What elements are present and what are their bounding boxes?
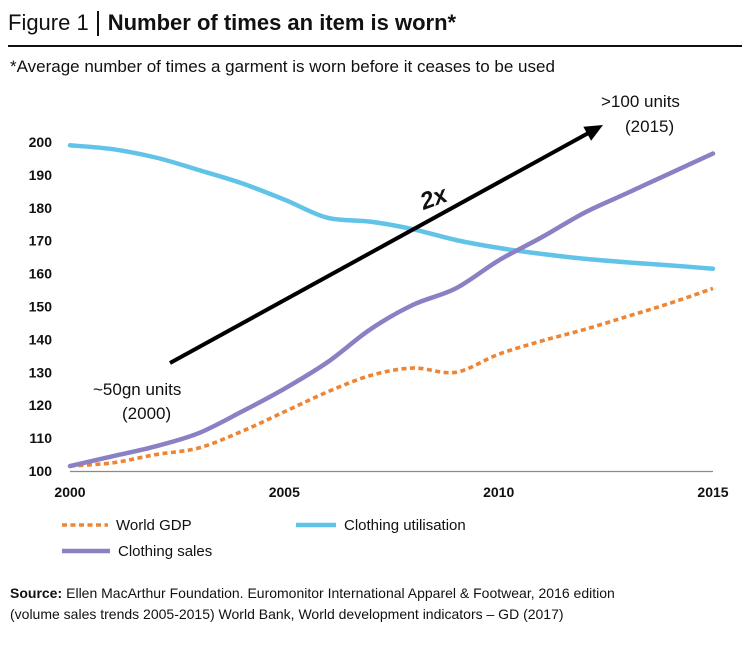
source-label: Source:	[10, 585, 63, 601]
series-line-clothing-sales	[67, 151, 716, 469]
source-text-1: Ellen MacArthur Foundation. Euromonitor …	[66, 585, 615, 601]
x-tick-label: 2010	[483, 484, 514, 500]
source-line-1: Source: Ellen MacArthur Foundation. Eurom…	[10, 583, 615, 604]
legend-label-world-gdp: World GDP	[116, 517, 192, 534]
x-tick-label: 2015	[697, 484, 728, 500]
annotation-start-year: (2000)	[122, 404, 171, 423]
x-tick-label: 2005	[269, 484, 300, 500]
figure-label: Figure 1	[8, 10, 89, 35]
source-line-2: (volume sales trends 2005-2015) World Ba…	[10, 606, 564, 622]
annotations: >100 units (2015) 2x ~50gn units (2000)	[93, 92, 680, 423]
annotation-end-value: >100 units	[601, 92, 680, 111]
legend-label-clothing-sales: Clothing sales	[118, 543, 212, 560]
header-rule	[8, 45, 742, 47]
growth-arrow	[169, 125, 603, 365]
legend-item-world-gdp: World GDP	[62, 517, 192, 534]
title-divider	[96, 10, 99, 36]
tick-labels: 100 110 120 130 140 150 160 170 180 190 200 2000 200…	[29, 134, 729, 500]
annotation-end-year: (2015)	[625, 117, 674, 136]
growth-arrow-shaft	[169, 131, 589, 365]
y-tick-label: 180	[29, 200, 53, 216]
legend-label-clothing-utilisation: Clothing utilisation	[344, 517, 466, 534]
y-tick-label: 190	[29, 167, 53, 183]
figure-header: Figure 1 Number of times an item is worn…	[8, 8, 456, 38]
y-tick-label: 100	[29, 463, 53, 479]
legend-item-clothing-sales: Clothing sales	[62, 543, 212, 560]
y-tick-label: 200	[29, 134, 53, 150]
y-tick-label: 140	[29, 331, 53, 347]
y-tick-label: 110	[29, 430, 52, 446]
annotation-start-value: ~50gn units	[93, 380, 181, 399]
chart-title: Number of times an item is worn*	[107, 10, 457, 35]
series-line-world-gdp	[69, 286, 714, 468]
legend-item-clothing-utilisation: Clothing utilisation	[296, 517, 466, 534]
series-line-clothing-utilisation	[67, 143, 716, 271]
source-note: Source: Ellen MacArthur Foundation. Eurom…	[10, 583, 615, 625]
x-tick-label: 2000	[54, 484, 85, 500]
series-layer	[67, 143, 716, 469]
y-tick-label: 160	[29, 266, 53, 282]
y-tick-label: 150	[29, 299, 53, 315]
y-tick-label: 170	[29, 233, 53, 249]
y-tick-label: 120	[29, 397, 53, 413]
growth-arrow-head	[583, 125, 603, 141]
y-tick-label: 130	[29, 364, 53, 380]
legend: World GDP Clothing utilisation Clothing sa…	[62, 517, 466, 560]
chart-subtitle: *Average number of times a garment is wo…	[10, 57, 555, 76]
